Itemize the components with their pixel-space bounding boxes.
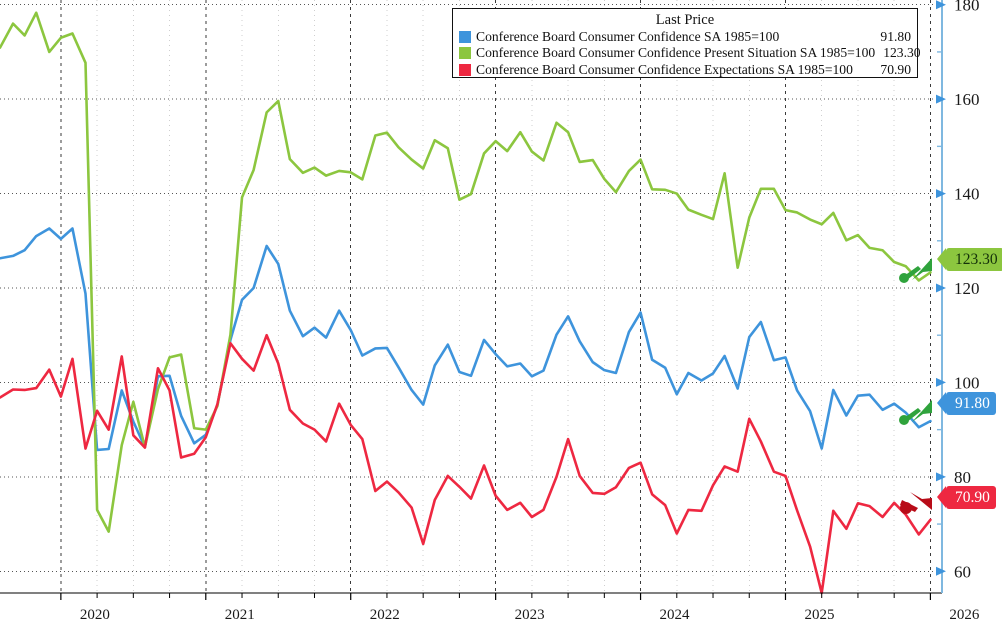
legend-label-expectations: Conference Board Consumer Confidence Exp… [476, 61, 853, 77]
badge-pointer-icon-red [937, 486, 946, 508]
legend-value-expectations: 70.90 [880, 61, 911, 77]
svg-text:2021: 2021 [225, 607, 255, 623]
legend-value-present-situation: 123.30 [883, 45, 921, 61]
legend-title: Last Price [655, 12, 715, 28]
series-lines [0, 11, 932, 595]
legend-row-headline: Conference Board Consumer Confidence SA … [459, 29, 911, 45]
svg-text:2023: 2023 [515, 607, 545, 623]
badge-value-present-situation: 123.30 [955, 251, 998, 268]
svg-text:180: 180 [954, 0, 980, 15]
badge-value-headline: 91.80 [955, 395, 990, 412]
trend-arrow-markers [899, 258, 932, 514]
gridlines [0, 0, 942, 593]
legend-label-headline: Conference Board Consumer Confidence SA … [476, 28, 780, 44]
svg-text:80: 80 [954, 468, 971, 487]
svg-text:2022: 2022 [370, 607, 400, 623]
svg-text:2025: 2025 [804, 607, 834, 623]
svg-text:2024: 2024 [660, 607, 691, 623]
legend-swatch-icon-blue [459, 30, 471, 43]
svg-text:120: 120 [954, 279, 980, 298]
tick-labels: 60 80 100 120 140 160 180 2020 2021 2022 2023 2024 2… [80, 0, 980, 623]
svg-text:2020: 2020 [80, 607, 110, 623]
plot-area: 60 80 100 120 140 160 180 2020 2021 2022 2023 2024 2… [0, 0, 980, 623]
legend-row-present-situation: Conference Board Consumer Confidence Pre… [459, 45, 921, 62]
badge-pointer-icon-blue [937, 392, 946, 414]
legend-value-headline: 91.80 [880, 28, 911, 44]
badge-pointer-icon-green [937, 248, 946, 270]
svg-text:100: 100 [954, 373, 980, 392]
legend-label-present-situation: Conference Board Consumer Confidence Pre… [476, 45, 876, 61]
svg-text:2026: 2026 [949, 607, 980, 623]
last-price-badge-headline: 91.80 [937, 392, 996, 415]
svg-text:160: 160 [954, 90, 980, 109]
legend-row-expectations: Conference Board Consumer Confidence Exp… [459, 62, 911, 78]
last-price-badge-expectations: 70.90 [937, 486, 996, 509]
badge-value-expectations: 70.90 [955, 489, 990, 506]
svg-text:60: 60 [954, 562, 971, 581]
axes [0, 0, 946, 600]
legend-swatch-icon-red [459, 63, 471, 76]
legend-box: Last Price Conference Board Consumer Con… [452, 8, 921, 78]
svg-text:140: 140 [954, 185, 980, 204]
last-price-badge-present-situation: 123.30 [937, 248, 1002, 271]
legend-swatch-icon-green [459, 47, 471, 60]
